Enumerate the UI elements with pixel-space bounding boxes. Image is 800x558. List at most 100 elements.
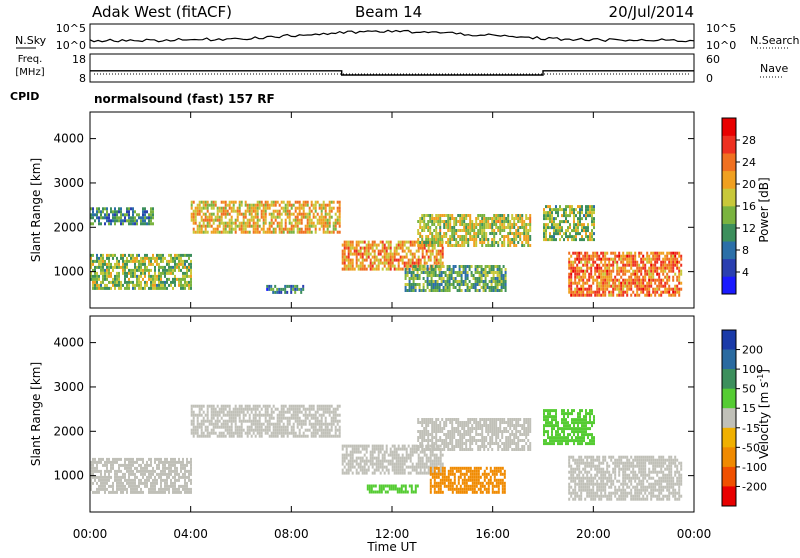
heatmap-cell bbox=[421, 241, 423, 244]
heatmap-cell bbox=[449, 289, 451, 292]
heatmap-cell bbox=[366, 253, 368, 256]
heatmap-cell bbox=[164, 284, 166, 287]
heatmap-cell bbox=[114, 207, 116, 210]
heatmap-cell bbox=[281, 213, 283, 216]
heatmap-cell bbox=[451, 271, 453, 274]
heatmap-cell bbox=[455, 241, 457, 244]
heatmap-cell bbox=[146, 210, 148, 213]
heatmap-cell bbox=[453, 277, 455, 280]
heatmap-cell bbox=[205, 213, 207, 216]
heatmap-cell bbox=[342, 259, 344, 262]
heatmap-cell bbox=[423, 271, 425, 274]
heatmap-cell bbox=[295, 408, 297, 411]
heatmap-cell bbox=[475, 421, 477, 424]
heatmap-cell bbox=[628, 261, 630, 264]
heatmap-cell bbox=[191, 429, 193, 432]
heatmap-cell bbox=[120, 216, 122, 219]
heatmap-cell bbox=[275, 426, 277, 429]
heatmap-cell bbox=[317, 408, 319, 411]
heatmap-cell bbox=[678, 282, 680, 285]
heatmap-cell bbox=[207, 219, 209, 222]
heatmap-cell bbox=[650, 279, 652, 282]
heatmap-cell bbox=[305, 204, 307, 207]
heatmap-cell bbox=[331, 210, 333, 213]
heatmap-cell bbox=[281, 219, 283, 222]
heatmap-cell bbox=[201, 426, 203, 429]
heatmap-cell bbox=[588, 276, 590, 279]
heatmap-cell bbox=[485, 244, 487, 247]
range-tick-label: 1000 bbox=[53, 265, 84, 279]
heatmap-cell bbox=[223, 228, 225, 231]
heatmap-cell bbox=[574, 294, 576, 297]
heatmap-cell bbox=[333, 417, 335, 420]
heatmap-cell bbox=[495, 223, 497, 226]
heatmap-cell bbox=[191, 219, 193, 222]
heatmap-cell bbox=[487, 220, 489, 223]
heatmap-cell bbox=[427, 424, 429, 427]
heatmap-cell bbox=[584, 288, 586, 291]
heatmap-cell bbox=[274, 285, 276, 288]
heatmap-cell bbox=[467, 439, 469, 442]
heatmap-cell bbox=[239, 405, 241, 408]
heatmap-cell bbox=[398, 268, 400, 271]
heatmap-cell bbox=[420, 247, 422, 250]
heatmap-cell bbox=[331, 435, 333, 438]
heatmap-cell bbox=[426, 262, 428, 265]
heatmap-cell bbox=[376, 460, 378, 463]
heatmap-cell bbox=[209, 219, 211, 222]
heatmap-cell bbox=[118, 476, 120, 479]
heatmap-cell bbox=[497, 268, 499, 271]
heatmap-cell bbox=[513, 244, 515, 247]
heatmap-cell bbox=[421, 421, 423, 424]
heatmap-cell bbox=[213, 222, 215, 225]
heatmap-cell bbox=[110, 485, 112, 488]
heatmap-cell bbox=[614, 279, 616, 282]
heatmap-cell bbox=[503, 238, 505, 241]
heatmap-cell bbox=[467, 289, 469, 292]
heatmap-cell bbox=[422, 463, 424, 466]
heatmap-cell bbox=[142, 216, 144, 219]
heatmap-cell bbox=[469, 427, 471, 430]
heatmap-cell bbox=[321, 207, 323, 210]
heatmap-cell bbox=[459, 283, 461, 286]
heatmap-cell bbox=[215, 426, 217, 429]
heatmap-cell bbox=[589, 235, 591, 238]
heatmap-cell bbox=[576, 294, 578, 297]
heatmap-cell bbox=[106, 216, 108, 219]
heatmap-cell bbox=[186, 260, 188, 263]
heatmap-cell bbox=[386, 253, 388, 256]
heatmap-cell bbox=[569, 211, 571, 214]
heatmap-cell bbox=[400, 469, 402, 472]
heatmap-cell bbox=[279, 429, 281, 432]
heatmap-cell bbox=[120, 287, 122, 290]
heatmap-cell bbox=[437, 424, 439, 427]
heatmap-cell bbox=[146, 461, 148, 464]
heatmap-cell bbox=[368, 460, 370, 463]
heatmap-cell bbox=[668, 285, 670, 288]
heatmap-cell bbox=[374, 259, 376, 262]
heatmap-cell bbox=[429, 214, 431, 217]
heatmap-cell bbox=[358, 466, 360, 469]
heatmap-cell bbox=[283, 408, 285, 411]
heatmap-cell bbox=[132, 260, 134, 263]
heatmap-cell bbox=[184, 278, 186, 281]
heatmap-cell bbox=[630, 261, 632, 264]
heatmap-cell bbox=[573, 229, 575, 232]
heatmap-cell bbox=[215, 411, 217, 414]
heatmap-cell bbox=[140, 284, 142, 287]
heatmap-cell bbox=[136, 278, 138, 281]
heatmap-cell bbox=[471, 286, 473, 289]
heatmap-cell bbox=[453, 235, 455, 238]
heatmap-cell bbox=[503, 277, 505, 280]
heatmap-cell bbox=[485, 226, 487, 229]
heatmap-cell bbox=[632, 258, 634, 261]
heatmap-cell bbox=[501, 268, 503, 271]
heatmap-cell bbox=[138, 269, 140, 272]
heatmap-cell bbox=[96, 461, 98, 464]
heatmap-cell bbox=[94, 287, 96, 290]
heatmap-cell bbox=[438, 457, 440, 460]
heatmap-cell bbox=[307, 435, 309, 438]
heatmap-cell bbox=[457, 229, 459, 232]
heatmap-cell bbox=[176, 461, 178, 464]
heatmap-cell bbox=[142, 257, 144, 260]
